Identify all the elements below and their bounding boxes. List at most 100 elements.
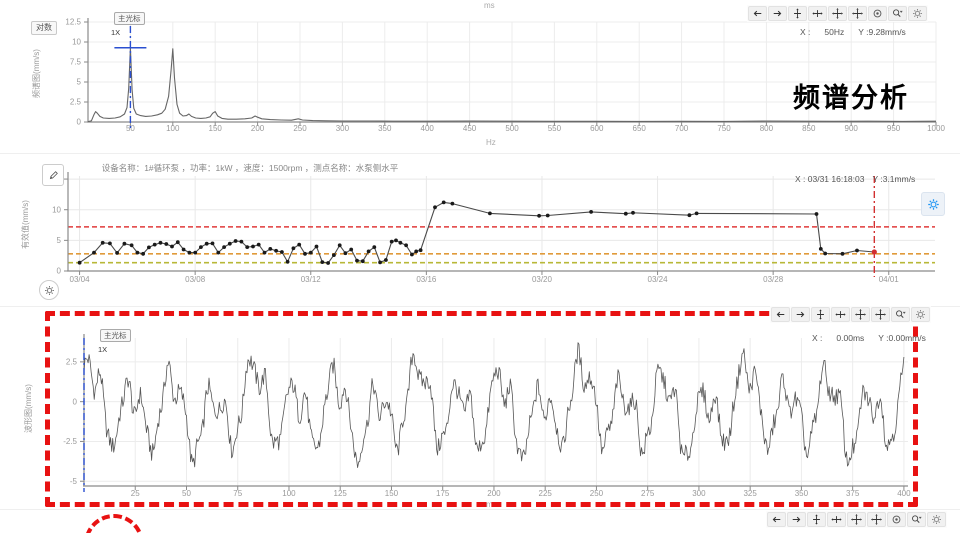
trend-history-settings-button[interactable]	[39, 280, 59, 300]
pan-left-button[interactable]	[767, 512, 786, 527]
svg-text:200: 200	[487, 489, 501, 498]
expand-y-button[interactable]	[807, 512, 826, 527]
spectrum-y-axis-label: 频谱图(mm/s)	[31, 49, 41, 98]
pan-right-button[interactable]	[787, 512, 806, 527]
svg-text:25: 25	[131, 489, 140, 498]
svg-text:200: 200	[251, 124, 265, 133]
waveform-main-cursor-tag[interactable]: 主光标	[100, 329, 131, 342]
spectrum-toolbar	[747, 5, 928, 22]
svg-text:750: 750	[717, 124, 731, 133]
reset-view-button[interactable]	[887, 512, 906, 527]
svg-text:300: 300	[336, 124, 350, 133]
expand-all-icon	[851, 514, 862, 525]
svg-text:800: 800	[760, 124, 774, 133]
arrow-left-icon	[771, 514, 782, 525]
arrow-left-icon	[775, 309, 786, 320]
expand-x-button[interactable]	[827, 512, 846, 527]
waveform-plot[interactable]: 25 50 75 100 125 150 175 200 225 250 275 300 325 350 3…	[52, 318, 936, 508]
svg-text:2.5: 2.5	[66, 357, 78, 366]
edit-annotation-button[interactable]	[42, 164, 64, 186]
spectrum-plot[interactable]: 50 100 150 200 250 300 350 400 450 500 550 600 650 70…	[52, 12, 948, 152]
svg-text:250: 250	[293, 124, 307, 133]
expand-horizontal-icon	[835, 309, 846, 320]
svg-text:50: 50	[182, 489, 191, 498]
readout-x-value: 50Hz	[824, 27, 845, 37]
spectrum-overlay-title: 频谱分析	[793, 83, 909, 113]
svg-text:100: 100	[166, 124, 180, 133]
zoom-select-button[interactable]	[888, 6, 907, 21]
waveform-cursor-readout: X : 0.00ms Y :0.00mm/s	[812, 333, 926, 343]
arrow-right-icon	[772, 8, 783, 19]
pan-right-button[interactable]	[791, 307, 810, 322]
magnifier-icon	[895, 309, 906, 320]
pan-left-button[interactable]	[748, 6, 767, 21]
pencil-icon	[48, 170, 59, 181]
svg-text:400: 400	[421, 124, 435, 133]
svg-text:600: 600	[590, 124, 604, 133]
zoom-select-button[interactable]	[907, 512, 926, 527]
svg-text:375: 375	[846, 489, 860, 498]
expand-all-button[interactable]	[851, 307, 870, 322]
expand-vertical-icon	[815, 309, 826, 320]
readout-x-label: X :	[812, 333, 823, 343]
expand-vertical-icon	[811, 514, 822, 525]
lower-chart-toolbar	[766, 511, 947, 528]
autofit-button[interactable]	[848, 6, 867, 21]
autofit-icon	[871, 514, 882, 525]
arrow-right-icon	[791, 514, 802, 525]
expand-all-button[interactable]	[828, 6, 847, 21]
pan-left-button[interactable]	[771, 307, 790, 322]
svg-text:03/16: 03/16	[416, 275, 437, 284]
autofit-button[interactable]	[867, 512, 886, 527]
svg-text:500: 500	[505, 124, 519, 133]
svg-text:5: 5	[57, 236, 62, 245]
expand-y-button[interactable]	[811, 307, 830, 322]
svg-text:7.5: 7.5	[70, 58, 82, 67]
red-highlight-ellipse	[84, 514, 144, 533]
gear-icon	[927, 198, 940, 211]
expand-horizontal-icon	[831, 514, 842, 525]
svg-text:04/01: 04/01	[879, 275, 900, 284]
expand-vertical-icon	[792, 8, 803, 19]
svg-text:-2.5: -2.5	[63, 437, 77, 446]
target-icon	[891, 514, 902, 525]
svg-text:0: 0	[57, 267, 62, 276]
svg-text:03/04: 03/04	[70, 275, 91, 284]
svg-text:12.5: 12.5	[65, 18, 81, 27]
upper-chart-axis-unit: ms	[484, 1, 495, 10]
log-scale-button[interactable]: 对数	[31, 21, 57, 35]
expand-y-button[interactable]	[788, 6, 807, 21]
target-icon	[872, 8, 883, 19]
reset-view-button[interactable]	[868, 6, 887, 21]
readout-y-value: Y :0.00mm/s	[878, 333, 926, 343]
spectrum-x-axis-unit: Hz	[486, 138, 496, 147]
zoom-select-button[interactable]	[891, 307, 910, 322]
chart-settings-button[interactable]	[911, 307, 930, 322]
readout-x-value: 0.00ms	[836, 333, 865, 343]
expand-x-button[interactable]	[831, 307, 850, 322]
pan-right-button[interactable]	[768, 6, 787, 21]
trend-plot[interactable]: 03/04 03/08 03/12 03/16 03/20 03/24 03/28 04/01…	[40, 170, 948, 300]
svg-text:03/24: 03/24	[648, 275, 669, 284]
svg-text:0: 0	[73, 397, 78, 406]
svg-text:75: 75	[233, 489, 242, 498]
expand-x-button[interactable]	[808, 6, 827, 21]
expand-all-icon	[832, 8, 843, 19]
svg-text:300: 300	[692, 489, 706, 498]
chart-settings-button[interactable]	[927, 512, 946, 527]
trend-settings-button[interactable]	[921, 192, 945, 216]
svg-text:03/28: 03/28	[763, 275, 784, 284]
chart-settings-button[interactable]	[908, 6, 927, 21]
svg-text:350: 350	[378, 124, 392, 133]
autofit-icon	[875, 309, 886, 320]
svg-text:175: 175	[436, 489, 450, 498]
autofit-button[interactable]	[871, 307, 890, 322]
gear-icon	[912, 8, 923, 19]
spectrum-main-cursor-tag[interactable]: 主光标	[114, 12, 145, 25]
svg-text:650: 650	[633, 124, 647, 133]
expand-all-button[interactable]	[847, 512, 866, 527]
svg-text:125: 125	[334, 489, 348, 498]
magnifier-icon	[911, 514, 922, 525]
expand-horizontal-icon	[812, 8, 823, 19]
arrow-left-icon	[752, 8, 763, 19]
